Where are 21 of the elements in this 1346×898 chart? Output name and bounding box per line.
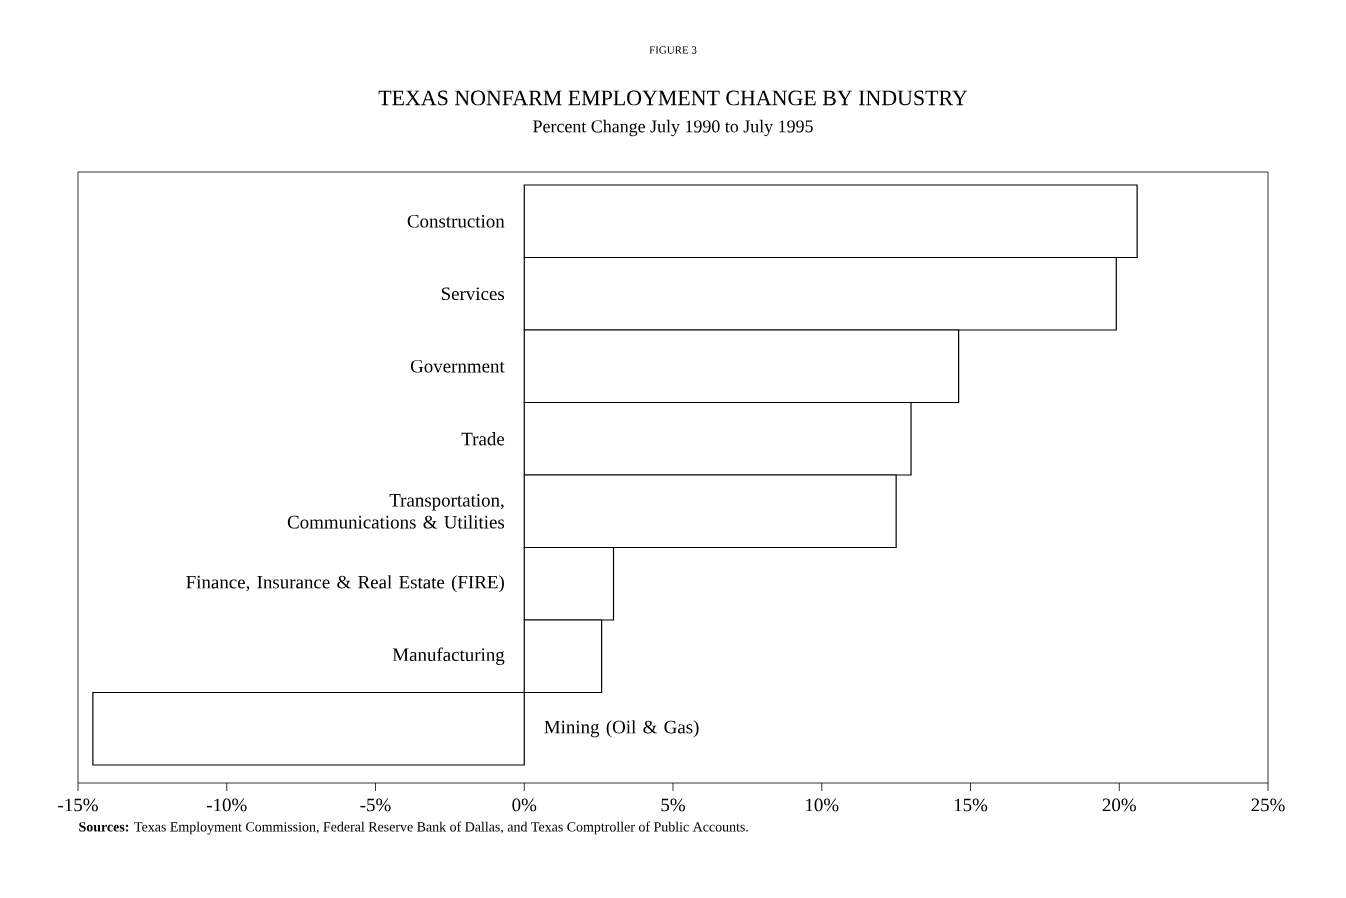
x-tick-label: 5% — [661, 798, 685, 812]
x-tick-label: 25% — [1251, 798, 1285, 812]
text: Sources: Texas Employment Commission, Federal Reserve Bank of Dallas, and Texas Comptroller of Public Accounts. — [79, 821, 748, 835]
x-tick-label: 10% — [806, 798, 839, 812]
y-tick-label: Mining (Oil & Gas) — [544, 720, 699, 738]
x-tick-label: 15% — [954, 798, 988, 812]
chart-subtitle: Percent Change July 1990 to July 1995 — [533, 119, 813, 137]
x-tick-label: -15% — [58, 798, 98, 812]
x-tick-label: 0% — [512, 798, 537, 812]
chart-title: TEXAS NONFARM EMPLOYMENT CHANGE BY INDUSTRY — [378, 90, 968, 106]
y-tick-label: Construction — [407, 214, 505, 228]
y-tick-label: Services — [441, 287, 505, 301]
x-tick-label: 20% — [1102, 798, 1136, 812]
y-tick-label: Government — [410, 359, 505, 373]
y-tick-label: Finance, Insurance & Real Estate (FIRE) — [186, 575, 504, 593]
caption: FIGURE 3 — [649, 46, 697, 54]
y-tick-label: Trade — [461, 432, 505, 446]
y-tick-label: Manufacturing — [392, 647, 505, 665]
y-tick-label: Transportation, Communications & Utilities — [287, 493, 505, 529]
x-tick-label: -5% — [360, 798, 391, 812]
x-tick-label: -10% — [206, 798, 247, 812]
